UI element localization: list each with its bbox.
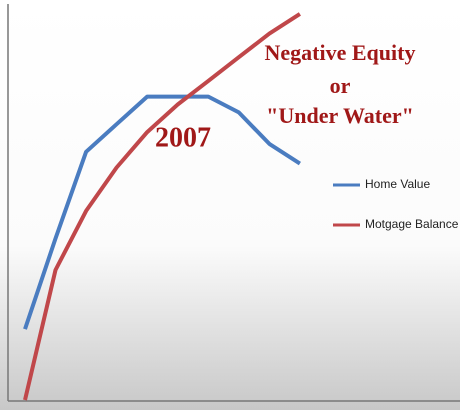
- annotation: Negative Equity: [265, 40, 416, 65]
- series-line: [23, 12, 301, 401]
- series-line: [23, 94, 301, 330]
- legend-label: Motgage Balance: [365, 217, 459, 231]
- annotation: or: [330, 73, 351, 98]
- annotation: "Under Water": [266, 103, 414, 128]
- legend-label: Home Value: [365, 177, 430, 191]
- annotation: 2007: [155, 122, 211, 153]
